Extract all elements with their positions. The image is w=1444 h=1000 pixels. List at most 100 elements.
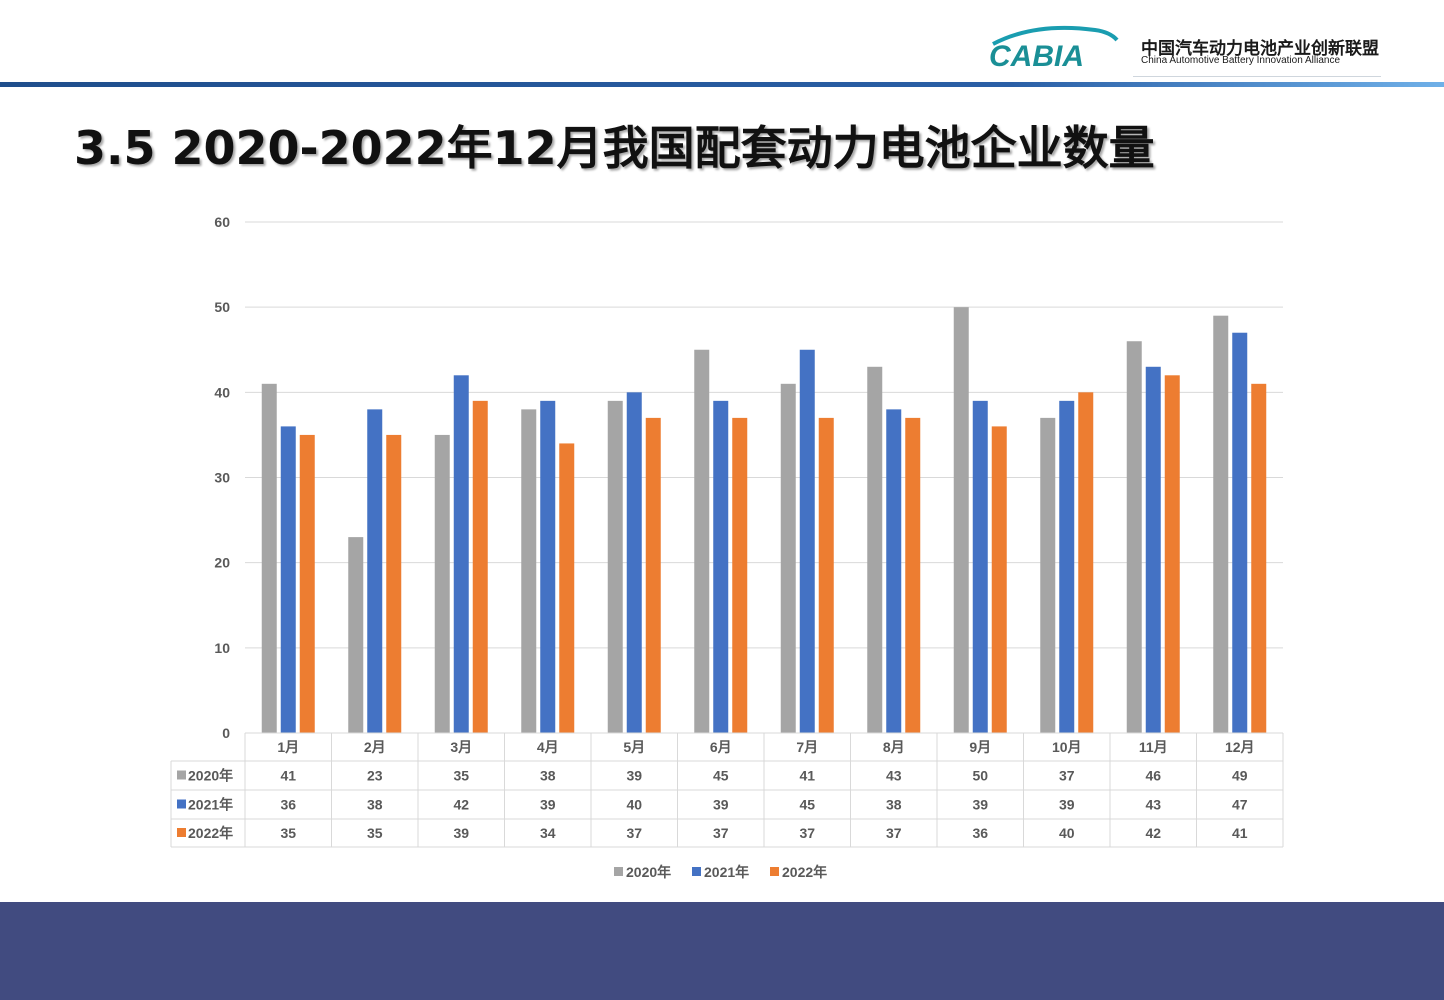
table-cell: 36	[280, 797, 296, 813]
table-cell: 35	[280, 825, 296, 841]
table-cell: 37	[626, 825, 642, 841]
bar	[521, 409, 537, 733]
table-cell: 36	[972, 825, 988, 841]
x-tick-label: 1月	[277, 739, 299, 755]
table-cell: 39	[540, 797, 556, 813]
table-cell: 42	[453, 797, 469, 813]
bar	[780, 383, 796, 733]
x-tick-label: 11月	[1139, 739, 1168, 755]
bar-chart: 0 10 20 30 40 50 60 1月 2月 3月 4月 5月 6月 7月 8月 9月 10月 11月 12月…	[170, 214, 1284, 880]
legend-label: 2020年	[626, 864, 671, 880]
table-cell: 46	[1145, 768, 1161, 784]
bar	[1251, 383, 1267, 733]
table-series-label: 2020年	[188, 768, 233, 784]
bar	[1145, 366, 1161, 733]
bar	[732, 417, 748, 733]
legend-key	[614, 867, 623, 876]
table-cell: 38	[886, 797, 902, 813]
table-cell: 45	[799, 797, 815, 813]
bar	[434, 434, 450, 733]
bar	[953, 307, 969, 733]
bar	[886, 409, 902, 733]
y-tick-label: 20	[214, 555, 230, 571]
x-tick-label: 3月	[450, 739, 472, 755]
table-cell: 35	[367, 825, 383, 841]
bar	[818, 417, 834, 733]
bar	[799, 349, 815, 733]
x-tick-label: 10月	[1052, 739, 1082, 755]
table-cell: 39	[453, 825, 469, 841]
table-cell: 41	[1232, 825, 1248, 841]
legend-label: 2022年	[782, 864, 827, 880]
table-cell: 38	[367, 797, 383, 813]
x-tick-label: 12月	[1225, 739, 1255, 755]
y-tick-label: 40	[214, 384, 230, 400]
y-tick-label: 0	[222, 725, 230, 741]
bar	[280, 426, 296, 733]
table-cell: 49	[1232, 768, 1248, 784]
bar	[867, 366, 883, 733]
footer-bar	[0, 902, 1444, 1000]
x-tick-label: 8月	[883, 739, 905, 755]
table-cell: 50	[972, 768, 988, 784]
y-tick-label: 10	[214, 640, 230, 656]
bar	[1232, 332, 1248, 733]
table-cell: 23	[367, 768, 383, 784]
table-legend-key	[177, 770, 186, 780]
table-cell: 37	[1059, 768, 1075, 784]
bar	[348, 537, 364, 733]
table-cell: 37	[799, 825, 815, 841]
table-cell: 38	[540, 768, 556, 784]
header-rule	[0, 82, 1444, 87]
logo-underline	[1133, 76, 1381, 77]
legend-key	[770, 867, 779, 876]
table-cell: 39	[713, 797, 729, 813]
bar	[540, 400, 556, 733]
bar	[367, 409, 383, 733]
table-cell: 43	[1145, 797, 1161, 813]
bar	[472, 400, 488, 733]
legend-key	[692, 867, 701, 876]
bar	[559, 443, 575, 733]
table-cell: 41	[799, 768, 815, 784]
table-cell: 45	[713, 768, 729, 784]
logo-text: CABIA	[989, 40, 1084, 72]
bar	[261, 383, 277, 733]
y-tick-label: 50	[214, 299, 230, 315]
bar	[991, 426, 1007, 733]
x-tick-label: 2月	[364, 739, 386, 755]
x-tick-label: 9月	[969, 739, 991, 755]
table-cell: 42	[1145, 825, 1161, 841]
bar	[1078, 392, 1094, 733]
org-name-en: China Automotive Battery Innovation Alli…	[1141, 55, 1341, 66]
table-cell: 34	[540, 825, 556, 841]
bar	[453, 375, 469, 733]
bar	[1059, 400, 1075, 733]
legend-label: 2021年	[704, 864, 749, 880]
bar	[1040, 417, 1056, 733]
y-tick-label: 60	[214, 214, 230, 230]
table-cell: 35	[453, 768, 469, 784]
bar	[1164, 375, 1180, 733]
table-cell: 40	[1059, 825, 1075, 841]
table-cell: 41	[280, 768, 296, 784]
org-name-cn: 中国汽车动力电池产业创新联盟	[1141, 39, 1379, 59]
bar	[607, 400, 623, 733]
bar	[299, 434, 315, 733]
bar	[694, 349, 710, 733]
table-cell: 43	[886, 768, 902, 784]
x-tick-label: 5月	[623, 739, 645, 755]
org-logo: CABIA 中国汽车动力电池产业创新联盟 China Automotive Ba…	[985, 22, 1395, 82]
table-cell: 40	[626, 797, 642, 813]
table-series-label: 2022年	[188, 825, 233, 841]
bar	[1126, 341, 1142, 733]
table-cell: 39	[1059, 797, 1075, 813]
bar	[905, 417, 921, 733]
table-cell: 39	[626, 768, 642, 784]
x-tick-label: 4月	[537, 739, 559, 755]
table-cell: 37	[886, 825, 902, 841]
bar	[386, 434, 402, 733]
table-legend-key	[177, 828, 186, 837]
x-tick-label: 7月	[796, 739, 818, 755]
bar	[645, 417, 661, 733]
